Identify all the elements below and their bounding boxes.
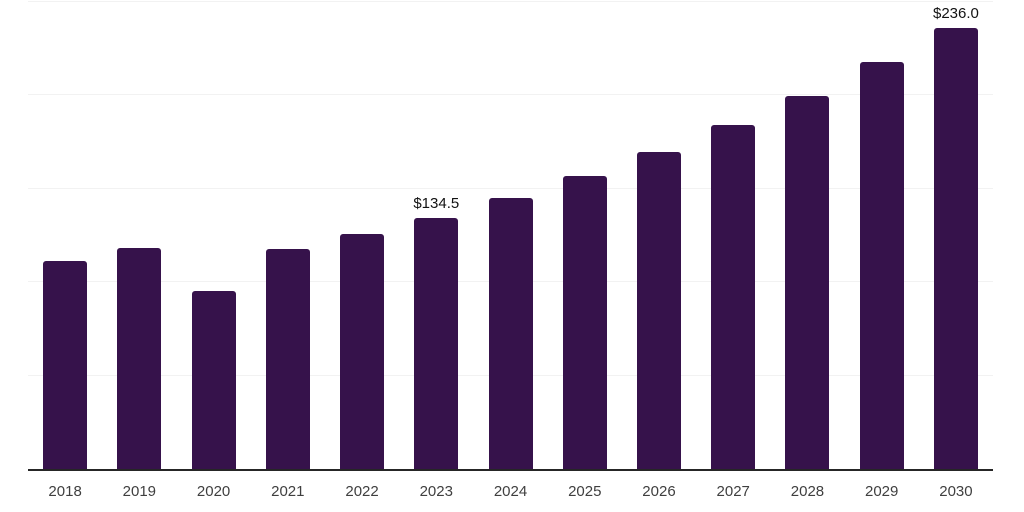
- bar-2028: [785, 96, 830, 469]
- bar-2018: [43, 261, 88, 469]
- bar-slot-2030: $236.0: [919, 0, 993, 469]
- x-tick-label-2030: 2030: [939, 483, 973, 500]
- bar-slot-2026: [622, 0, 696, 469]
- bar-slot-2019: [102, 0, 176, 469]
- bar-2027: [711, 125, 756, 469]
- data-label-2023: $134.5: [413, 195, 460, 212]
- bar-2021: [265, 249, 310, 469]
- x-tick-label-2024: 2024: [493, 483, 528, 500]
- bar-slot-2024: [473, 0, 547, 469]
- x-tick-label-2027: 2027: [716, 483, 750, 500]
- x-tick-label-2023: 2023: [419, 483, 453, 500]
- bar-2029: [859, 62, 904, 469]
- x-tick-label-2018: 2018: [48, 483, 82, 500]
- bar-slot-2028: [770, 0, 844, 469]
- bar-2022: [340, 234, 385, 469]
- bar-slot-2025: [548, 0, 622, 469]
- x-tick-label-2021: 2021: [271, 483, 305, 500]
- bar-slot-2022: [325, 0, 399, 469]
- plot-area: $134.5 $236.0: [28, 0, 993, 471]
- bar-slot-2021: [251, 0, 325, 469]
- bar-2030: [933, 28, 978, 469]
- bar-2026: [636, 152, 681, 469]
- gridline-250: [28, 1, 993, 2]
- bar-series: $134.5 $236.0: [28, 0, 993, 469]
- bar-2023: [414, 218, 459, 469]
- x-tick-label-2026: 2026: [642, 483, 676, 500]
- data-label-2030: $236.0: [932, 5, 979, 22]
- x-tick-label-2019: 2019: [122, 483, 157, 500]
- gridline-200: [28, 94, 993, 95]
- bar-2019: [117, 248, 162, 469]
- bar-2024: [488, 198, 533, 469]
- x-tick-label-2022: 2022: [345, 483, 379, 500]
- x-tick-label-2025: 2025: [568, 483, 602, 500]
- x-tick-label-2020: 2020: [196, 483, 231, 500]
- bar-2020: [191, 291, 236, 469]
- bar-slot-2029: [845, 0, 919, 469]
- x-tick-label-2028: 2028: [790, 483, 825, 500]
- bar-slot-2027: [696, 0, 770, 469]
- bar-2025: [562, 176, 607, 469]
- gridline-150: [28, 188, 993, 189]
- bar-slot-2020: [176, 0, 250, 469]
- bar-slot-2018: [28, 0, 102, 469]
- x-axis: 2018 2019 2020 2021 2022 2023 2024 2025 2026 2027…: [28, 483, 993, 500]
- bar-slot-2023: $134.5: [399, 0, 473, 469]
- x-tick-label-2029: 2029: [865, 483, 899, 500]
